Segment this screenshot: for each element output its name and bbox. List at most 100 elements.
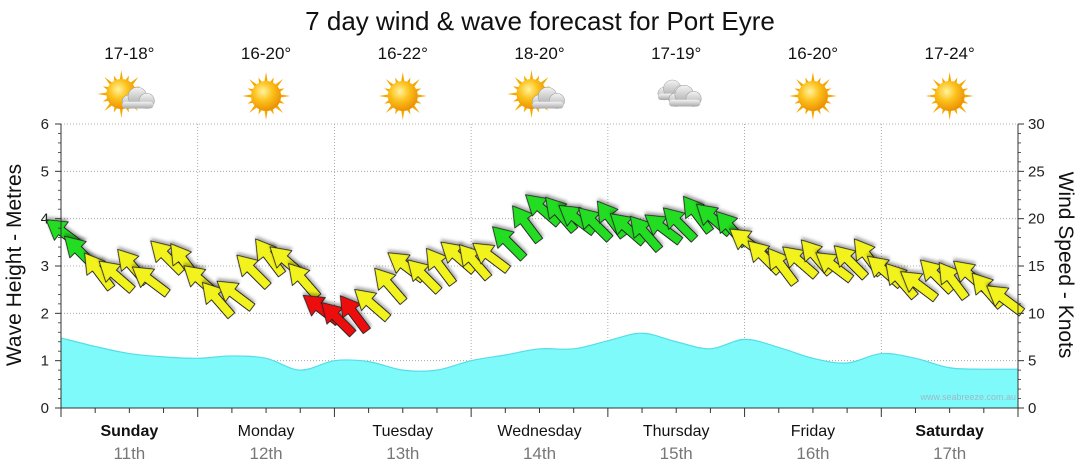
chart-title: 7 day wind & wave forecast for Port Eyre <box>305 6 775 36</box>
day-label: Tuesday <box>372 423 433 440</box>
sun-ray <box>932 79 941 88</box>
wave-line <box>60 332 1019 372</box>
sun-ray <box>279 94 291 98</box>
day-label: Monday <box>238 423 295 440</box>
y-tick-label-left: 3 <box>41 258 49 275</box>
credit-watermark: www.seabreeze.com.au <box>919 392 1016 402</box>
day-label: Friday <box>791 423 835 440</box>
sun-ray <box>401 72 405 83</box>
sun-ray <box>788 94 800 98</box>
sun-ray <box>119 107 124 118</box>
y-tick-label-right: 10 <box>1028 305 1045 322</box>
wind-arrow <box>815 252 855 284</box>
sun-ray <box>378 94 389 98</box>
wind-arrow <box>492 226 528 262</box>
temperature-label: 16-22° <box>378 44 428 63</box>
day-label: Sunday <box>100 423 158 440</box>
wind-arrow <box>288 263 322 301</box>
temperature-label: 17-24° <box>925 44 975 63</box>
sun-ray <box>540 77 549 86</box>
sun-ray <box>119 70 124 81</box>
wind-arrow <box>374 267 408 305</box>
date-label: 12th <box>250 444 283 463</box>
y-tick-label-right: 15 <box>1028 258 1045 275</box>
sun-ray <box>401 109 405 120</box>
sun-ray <box>514 77 523 86</box>
wind-arrow <box>472 242 512 274</box>
cloud-shape <box>668 84 702 107</box>
y-tick-label-left: 1 <box>41 353 49 370</box>
sun-ray <box>947 72 952 83</box>
sun-ray <box>811 72 815 83</box>
wind-arrow <box>98 260 136 294</box>
sun-ray <box>821 79 830 88</box>
sun-ray <box>811 109 815 120</box>
sun-ray <box>97 92 108 96</box>
cloud-icon <box>657 79 702 107</box>
sun-ray <box>249 79 258 88</box>
wind-arrow <box>255 238 287 278</box>
wind-arrow <box>782 246 820 280</box>
sun-ray <box>274 79 284 88</box>
sun-ray <box>249 104 258 113</box>
wave-area <box>61 333 1018 408</box>
day-label: Wednesday <box>497 423 581 440</box>
date-label: 15th <box>660 444 693 463</box>
sun-ray <box>104 77 113 86</box>
date-label: 14th <box>523 444 556 463</box>
sun-ray <box>130 77 139 86</box>
wind-arrow <box>407 259 443 295</box>
wind-arrow <box>459 244 493 282</box>
y-tick-label-left: 0 <box>41 400 49 417</box>
wind-arrow <box>354 289 392 323</box>
temperature-label: 16-20° <box>241 44 291 63</box>
y-axis-left-label: Wave Height - Metres <box>3 164 26 366</box>
sun-ray <box>963 94 974 98</box>
sun-ray <box>385 104 395 113</box>
sun-ray <box>274 104 284 113</box>
date-label: 13th <box>386 444 419 463</box>
cloud-shape <box>121 86 155 109</box>
wind-arrow <box>662 207 699 243</box>
sun-ray <box>385 79 395 88</box>
sun-ray <box>795 104 805 113</box>
wave-series <box>60 332 1019 408</box>
wind-arrow <box>833 245 869 281</box>
sun-ray <box>826 94 837 98</box>
temperature-label: 16-20° <box>788 44 838 63</box>
sun-ray <box>514 102 523 111</box>
sun-ray <box>795 79 805 88</box>
sun-ray <box>411 79 420 88</box>
sun-ray <box>411 104 420 113</box>
sun-ray <box>242 94 253 98</box>
y-tick-label-right: 5 <box>1028 353 1036 370</box>
sun-icon <box>378 72 427 120</box>
sun-ray <box>821 104 830 113</box>
wind-arrow <box>545 196 579 234</box>
sun-disc <box>251 81 282 111</box>
day-label: Thursday <box>643 423 710 440</box>
sun-disc <box>797 81 828 111</box>
wind-arrow <box>900 271 939 303</box>
y-tick-label-left: 4 <box>41 211 49 228</box>
y-tick-label-right: 20 <box>1028 211 1045 228</box>
wind-arrow <box>683 195 714 235</box>
wind-arrow <box>216 280 256 312</box>
wind-arrow <box>321 302 357 338</box>
y-tick-label-right: 0 <box>1028 400 1036 417</box>
sun-ray <box>932 104 941 113</box>
sun-ray <box>104 102 113 111</box>
wind-series <box>45 194 1026 338</box>
y-tick-label-left: 2 <box>41 305 49 322</box>
wind-arrow <box>426 247 457 287</box>
sun-icon <box>788 72 837 120</box>
wind-arrow <box>512 205 544 245</box>
wind-arrow <box>767 247 799 287</box>
sun-icon <box>925 72 974 120</box>
y-tick-label-right: 25 <box>1028 163 1045 180</box>
partly-cloudy-icon <box>97 70 155 118</box>
temperature-label: 17-18° <box>104 44 154 63</box>
weather-row: 17-18° 16-20° 16-22° 18-20° 17-19° 16-20° 17-2… <box>97 44 975 120</box>
wind-arrow <box>986 285 1026 317</box>
sun-ray <box>264 72 268 83</box>
